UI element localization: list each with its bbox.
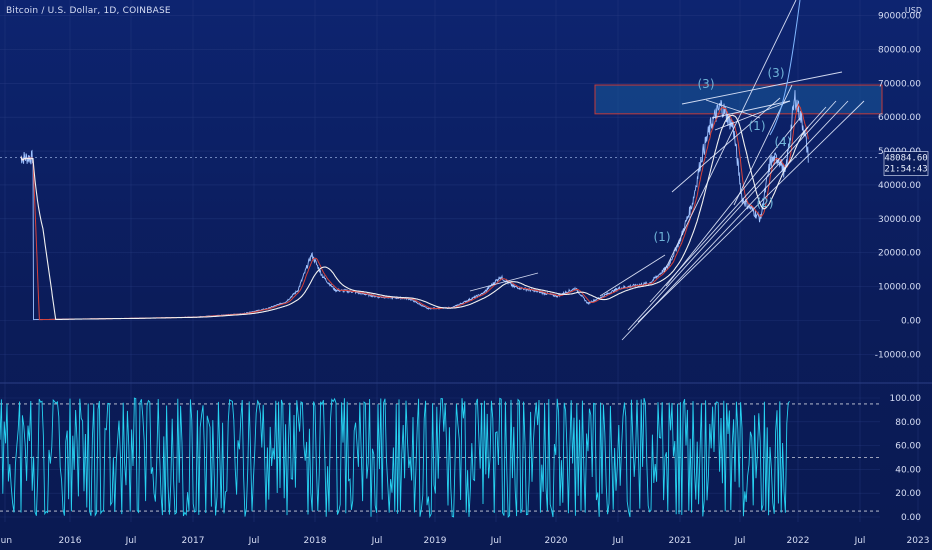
resistance-zone[interactable] [594, 84, 883, 115]
x-tick-label: 2019 [424, 536, 447, 546]
x-tick-label: 2016 [59, 536, 82, 546]
x-tick-label: 2020 [545, 536, 568, 546]
wave-label: (4) [775, 135, 792, 149]
trend-line[interactable] [714, 100, 791, 131]
trend-line[interactable] [711, 100, 791, 119]
wave-label: (2) [757, 196, 774, 210]
symbol-title: Bitcoin / U.S. Dollar, 1D, COINBASE [6, 6, 171, 16]
trend-line[interactable] [637, 100, 865, 323]
x-tick-label: Jul [612, 536, 624, 546]
projection-curve[interactable] [769, 0, 801, 136]
x-tick-label: Jul [248, 536, 260, 546]
osc-tick-label: 20.00 [895, 489, 921, 499]
price-box [883, 151, 929, 176]
wave-label: (3) [698, 77, 715, 91]
y-tick-label: 70000.00 [878, 79, 921, 89]
y-tick-label: 30000.00 [878, 215, 921, 225]
osc-tick-label: 80.00 [895, 418, 921, 428]
osc-tick-label: 60.00 [895, 442, 921, 452]
y-tick-label: 90000.00 [878, 12, 921, 22]
osc-tick-label: 0.00 [901, 513, 921, 523]
ma-long-white [20, 114, 809, 321]
trend-line[interactable] [665, 117, 801, 287]
x-tick-label: Jul [490, 536, 502, 546]
wave-label: (3) [768, 66, 785, 80]
x-tick-label: Jul [734, 536, 746, 546]
trend-line[interactable] [681, 71, 843, 105]
x-tick-label: Jul [371, 536, 383, 546]
y-tick-label: 20000.00 [878, 249, 921, 259]
x-tick-label: 2023 [907, 536, 930, 546]
wave-label: (1) [654, 230, 671, 244]
trend-line[interactable] [469, 272, 539, 292]
x-tick-label: Jun [0, 536, 12, 546]
trend-line[interactable] [599, 254, 666, 297]
y-tick-label: 40000.00 [878, 181, 921, 191]
osc-tick-label: 40.00 [895, 465, 921, 475]
x-tick-label: Jul [125, 536, 137, 546]
trend-line[interactable] [627, 100, 837, 331]
currency-label: USD [904, 6, 922, 15]
trend-line[interactable] [663, 0, 797, 273]
x-tick-label: 2021 [669, 536, 692, 546]
x-tick-label: Jul [854, 536, 866, 546]
osc-tick-label: 100.00 [890, 394, 922, 404]
x-tick-label: 2022 [787, 536, 810, 546]
trend-line[interactable] [705, 99, 761, 119]
y-tick-label: 80000.00 [878, 45, 921, 55]
oscillator-series[interactable] [0, 397, 790, 519]
x-tick-label: 2017 [182, 536, 205, 546]
price-series[interactable] [20, 90, 809, 321]
wave-label: (1) [749, 119, 766, 133]
trend-line[interactable] [621, 100, 849, 341]
price-box-value: 48084.60 [884, 154, 927, 164]
y-tick-label: 60000.00 [878, 113, 921, 123]
x-tick-label: 2018 [304, 536, 327, 546]
y-tick-label: 0.00 [901, 317, 921, 327]
price-box-countdown: 21:54:43 [884, 165, 927, 175]
y-tick-label: 10000.00 [878, 283, 921, 293]
y-tick-label: -10000.00 [875, 350, 921, 360]
